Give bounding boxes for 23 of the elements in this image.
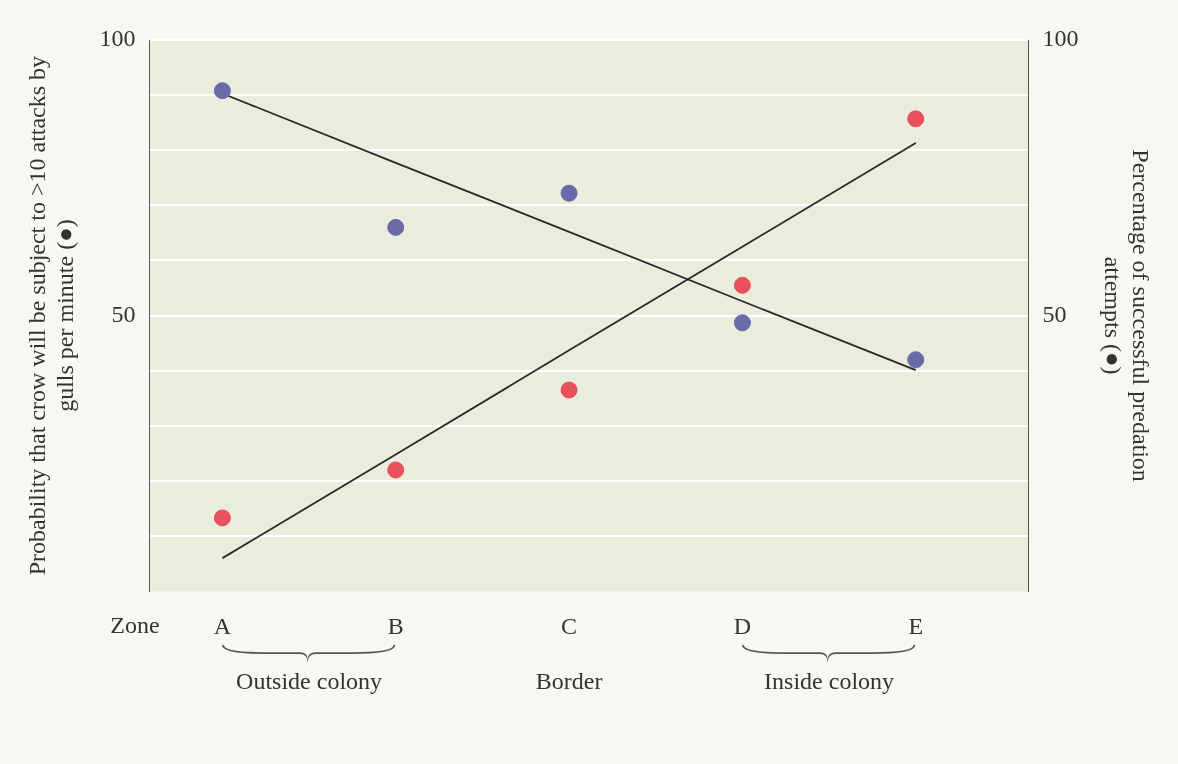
- text: Border: [535, 668, 603, 695]
- text: Inside colony: [764, 668, 895, 695]
- point: [733, 314, 751, 332]
- x-tick-label: E: [908, 612, 924, 639]
- point: [213, 509, 231, 527]
- x-tick-label: A: [213, 612, 232, 639]
- point: [733, 276, 751, 294]
- x-axis-title: Zone: [110, 612, 160, 639]
- x-tick-label: B: [387, 612, 404, 639]
- point: [560, 381, 578, 399]
- y2-tick-label: 100: [1042, 25, 1079, 52]
- point: [387, 218, 405, 236]
- point: [387, 461, 405, 479]
- y2-axis-title: Percentage of successful predation attempts (●): [1099, 149, 1155, 482]
- x-tick-label: D: [733, 612, 752, 639]
- point: [213, 82, 231, 100]
- text: Outside colony: [236, 668, 383, 695]
- point: [560, 184, 578, 202]
- y-axis-title: Probability that crow will be subject to >10 attacks by gulls per minute (●): [23, 55, 79, 576]
- x-tick-label: C: [561, 612, 578, 639]
- point: [907, 351, 925, 369]
- point: [907, 110, 925, 128]
- y2-tick-label: 50: [1042, 300, 1067, 327]
